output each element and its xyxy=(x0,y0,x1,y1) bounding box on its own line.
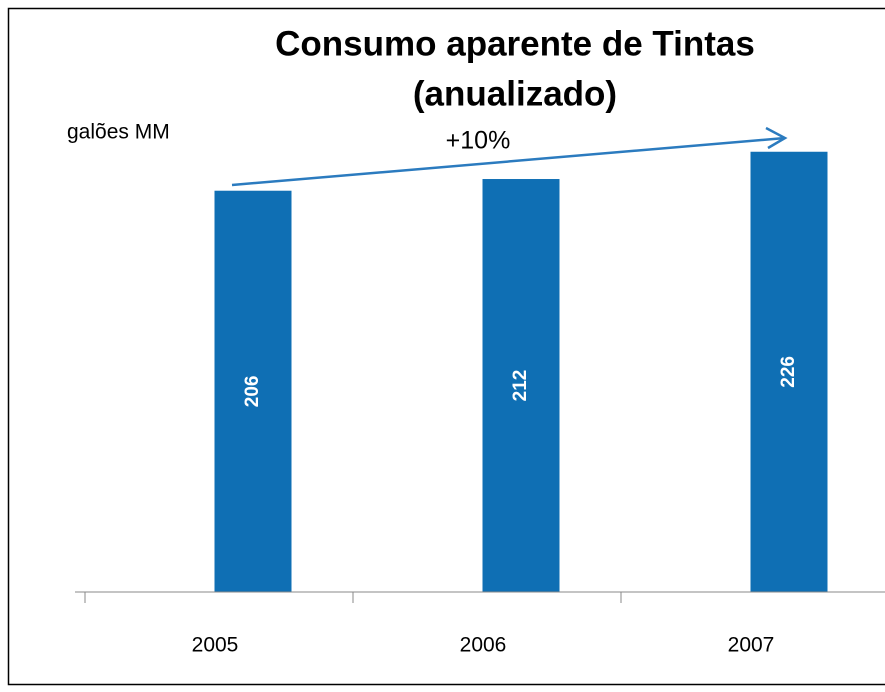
x-tick-label: 2007 xyxy=(728,634,775,657)
x-tick-label: 2006 xyxy=(460,634,507,657)
annotation: +10% xyxy=(446,127,511,155)
bar xyxy=(214,190,292,592)
trend-arrow xyxy=(231,126,788,187)
value-label: 226 xyxy=(778,356,799,388)
value-label: 206 xyxy=(242,376,263,408)
value-label: 212 xyxy=(510,370,531,402)
chart-title: (anualizado) xyxy=(413,74,617,113)
bar xyxy=(750,151,828,592)
y-axis-label: galões MM xyxy=(67,121,170,144)
chart-title: Consumo aparente de Tintas xyxy=(275,24,755,63)
bar xyxy=(482,179,560,593)
chart-border xyxy=(7,7,885,686)
x-tick-label: 2005 xyxy=(192,634,239,657)
